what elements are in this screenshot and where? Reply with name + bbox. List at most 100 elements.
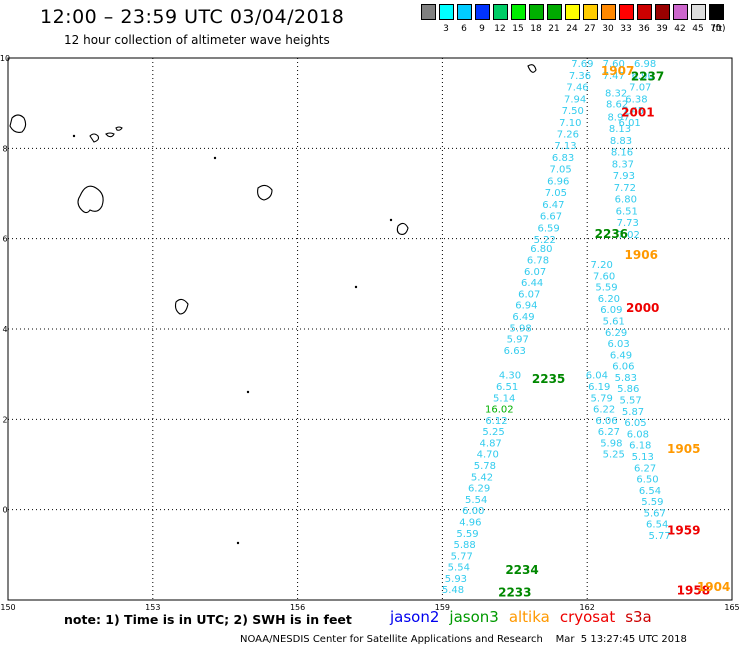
wave-height-value: 6.96 (547, 176, 569, 187)
color-scale-label: 21 (548, 24, 560, 34)
wave-height-value: 6.47 (542, 200, 564, 211)
island-outline (9, 114, 27, 133)
wave-height-value: 6.20 (598, 294, 620, 305)
pass-time-label: 2236 (595, 227, 628, 241)
wave-height-value: 7.93 (613, 171, 635, 182)
x-tick-label: 156 (290, 603, 305, 612)
y-tick-label: 2 (2, 415, 7, 424)
wave-height-value: 5.83 (615, 373, 637, 384)
legend-entry-cryosat: cryosat (559, 608, 616, 626)
wave-height-value: 5.14 (493, 393, 515, 404)
island-outline (77, 185, 104, 214)
wave-height-value: 6.29 (605, 328, 627, 339)
wave-height-value: 6.49 (610, 350, 632, 361)
color-scale-swatch (457, 4, 472, 20)
wave-height-value: 6.54 (646, 520, 668, 531)
satellite-legend: jason2 jason3 altika cryosat s3a (390, 608, 662, 626)
wave-height-value: 7.02 (618, 230, 640, 241)
wave-height-value: 6.27 (598, 427, 620, 438)
wave-height-value: 5.79 (591, 393, 613, 404)
wave-height-value: 6.59 (537, 223, 559, 234)
color-scale-swatch (475, 4, 490, 20)
island-outline (396, 222, 409, 235)
y-tick-label: 6 (2, 235, 7, 244)
wave-height-value: 6.44 (521, 278, 543, 289)
color-scale-unit: (ft) (712, 24, 726, 34)
wave-height-value: 6.07 (518, 289, 540, 300)
color-scale-swatch (511, 4, 526, 20)
wave-height-value: 8.97 (607, 112, 629, 123)
pass-time-label: 1959 (667, 524, 700, 538)
wave-height-value: 5.77 (648, 531, 670, 542)
wave-height-value: 6.09 (600, 305, 622, 316)
wave-height-value: 6.80 (530, 244, 552, 255)
wave-height-value: 6.54 (639, 486, 661, 497)
color-scale-label: 30 (602, 24, 614, 34)
island-outline (89, 126, 123, 143)
wave-height-value: 6.80 (615, 195, 637, 206)
x-tick-label: 165 (724, 603, 739, 612)
page-subtitle: 12 hour collection of altimeter wave hei… (64, 33, 330, 47)
wave-height-value: 6.51 (496, 382, 518, 393)
color-scale-swatch (421, 4, 436, 20)
wave-height-value: 5.98 (509, 323, 531, 334)
y-tick-label: 8 (2, 144, 7, 153)
color-scale-swatch (547, 4, 562, 20)
color-scale-label: 12 (494, 24, 506, 34)
pass-time-label: 2235 (532, 372, 565, 386)
wave-height-value: 6.29 (468, 484, 490, 495)
color-scale-label: 33 (620, 24, 632, 34)
y-tick-label: 0 (2, 506, 7, 515)
pass-time-label: 1904 (697, 580, 730, 594)
color-scale-label: 42 (674, 24, 686, 34)
wave-height-value: 6.19 (588, 382, 610, 393)
wave-height-value: 6.07 (524, 267, 546, 278)
wave-height-value: 5.13 (632, 452, 654, 463)
wave-height-value: 6.22 (593, 405, 615, 416)
wave-height-value: 4.30 (499, 371, 521, 382)
wave-height-value: 7.13 (554, 141, 576, 152)
wave-height-value: 5.61 (603, 316, 625, 327)
island-outline (527, 64, 537, 73)
wave-height-value: 6.05 (624, 418, 646, 429)
color-scale-label: 36 (638, 24, 650, 34)
page-title: 12:00 – 23:59 UTC 03/04/2018 (40, 6, 345, 28)
color-scale-label: 39 (656, 24, 668, 34)
wave-height-value: 6.67 (540, 212, 562, 223)
color-scale-label: 3 (443, 24, 449, 34)
color-scale-swatch (601, 4, 616, 20)
wave-height-value: 6.04 (586, 371, 608, 382)
color-scale-swatch (691, 4, 706, 20)
wave-height-value: 8.32 (605, 88, 627, 99)
wave-height-value: 6.51 (616, 206, 638, 217)
credit-footer: NOAA/NESDIS Center for Satellite Applica… (240, 634, 687, 645)
wave-height-value: 7.47 (603, 71, 625, 82)
wave-height-value: 6.00 (462, 506, 484, 517)
island-dot (389, 218, 393, 222)
x-tick-label: 153 (145, 603, 160, 612)
pass-time-label: 2000 (626, 301, 659, 315)
color-scale-label: 24 (566, 24, 578, 34)
wave-height-value: 7.45 (622, 106, 644, 117)
legend-entry-s3a: s3a (625, 608, 652, 626)
wave-height-value: 6.50 (636, 475, 658, 486)
wave-height-value: 6.98 (634, 59, 656, 70)
pass-time-label: 1907 (601, 64, 634, 78)
wave-height-value: 5.77 (451, 551, 473, 562)
wave-height-value: 4.70 (477, 450, 499, 461)
wave-height-value: 5.57 (620, 396, 642, 407)
wave-height-value: 6.27 (634, 463, 656, 474)
wave-height-value: 7.69 (571, 59, 593, 70)
island-dot (246, 390, 250, 394)
island-dot (354, 285, 358, 289)
wave-height-value: 5.22 (534, 235, 556, 246)
color-scale-swatch (619, 4, 634, 20)
color-scale-label: 9 (479, 24, 485, 34)
pass-time-label: 1906 (625, 248, 658, 262)
wave-height-value: 6.08 (627, 429, 649, 440)
wave-height-value: 8.37 (612, 159, 634, 170)
map-frame (7, 57, 733, 601)
island-dot (213, 156, 217, 160)
wave-height-value: 7.05 (550, 165, 572, 176)
wave-height-value: 5.88 (453, 540, 475, 551)
